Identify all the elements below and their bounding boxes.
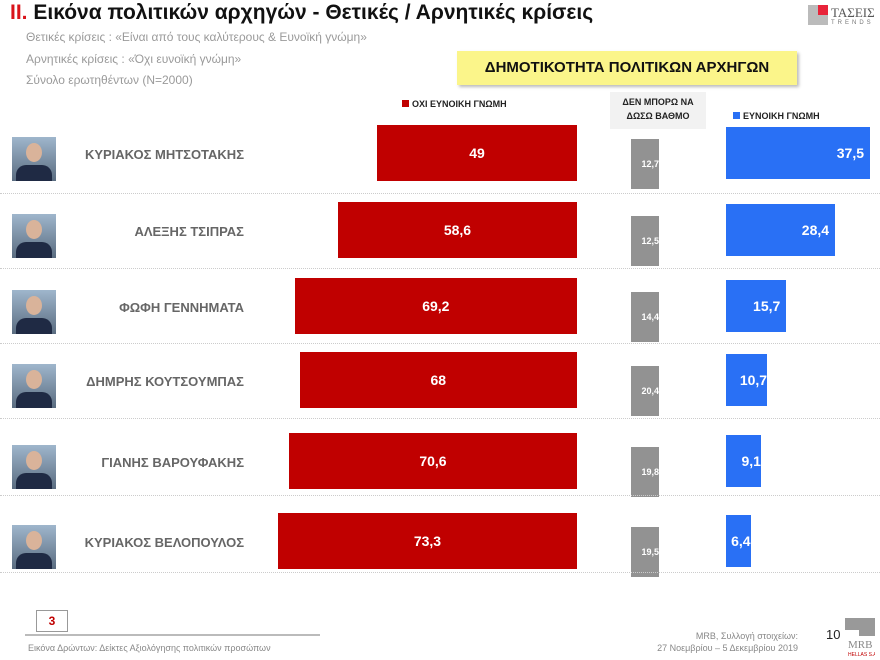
bar-negative: 70,6 bbox=[288, 433, 577, 489]
bar-negative: 73,3 bbox=[277, 513, 577, 569]
leader-name: ΑΛΕΞΗΣ ΤΣΙΠΡΑΣ bbox=[134, 224, 244, 239]
bar-positive: 6,4 bbox=[726, 515, 751, 567]
bar-positive: 28,4 bbox=[726, 204, 836, 256]
leader-name: ΓΙΑΝΗΣ ΒΑΡΟΥΦΑΚΗΣ bbox=[101, 455, 244, 470]
bar-negative: 49 bbox=[377, 125, 577, 181]
legend-negative: ΟΧΙ ΕΥΝΟΙΚΗ ΓΝΩΜΗ bbox=[402, 99, 507, 109]
bar-positive: 9,1 bbox=[726, 435, 761, 487]
taseis-logo: ΤΑΣΕΙΣ TRENDS bbox=[808, 5, 880, 31]
legend-cannot-rate: ΔΕΝ ΜΠΟΡΩ ΝΑ ΔΩΣΩ ΒΑΘΜΟ bbox=[610, 92, 706, 129]
footer-credit: MRB, Συλλογή στοιχείων: 27 Νοεμβρίου – 5 … bbox=[657, 631, 798, 653]
page-title: II. Εικόνα πολιτικών αρχηγών - Θετικές /… bbox=[10, 1, 593, 25]
subtitle-negative: Αρνητικές κρίσεις : «Όχι ευνοϊκή γνώμη» bbox=[26, 52, 242, 66]
bar-cannot-rate: 12,7 bbox=[631, 139, 659, 189]
svg-text:MRB: MRB bbox=[848, 639, 872, 651]
subtitle-sample: Σύνολο ερωτηθέντων (N=2000) bbox=[26, 73, 193, 87]
bar-positive: 15,7 bbox=[726, 280, 787, 332]
title-number: II. bbox=[10, 1, 28, 24]
row-separator bbox=[0, 268, 880, 269]
bar-positive: 10,7 bbox=[726, 354, 768, 406]
row-separator bbox=[0, 495, 880, 496]
svg-text:HELLAS S.A.: HELLAS S.A. bbox=[848, 652, 875, 658]
legend-swatch-blue bbox=[733, 112, 740, 119]
leader-photo bbox=[12, 364, 56, 408]
bar-negative: 69,2 bbox=[294, 278, 577, 334]
leader-name: ΚΥΡΙΑΚΟΣ ΒΕΛΟΠΟΥΛΟΣ bbox=[84, 535, 244, 550]
leader-name: ΔΗΜΡΗΣ ΚΟΥΤΣΟΥΜΠΑΣ bbox=[86, 374, 244, 389]
mrb-logo: MRB HELLAS S.A. bbox=[845, 618, 875, 658]
bar-cannot-rate: 19,5 bbox=[631, 527, 659, 577]
legend-swatch-red bbox=[402, 100, 409, 107]
legend-positive: ΕΥΝΟΙΚΗ ΓΝΩΜΗ bbox=[733, 111, 820, 121]
row-separator bbox=[0, 193, 880, 194]
row-separator bbox=[0, 572, 880, 573]
bar-negative: 68 bbox=[299, 352, 577, 408]
footer-divider bbox=[25, 634, 320, 636]
leader-photo bbox=[12, 214, 56, 258]
bar-cannot-rate: 14,4 bbox=[631, 292, 659, 342]
bar-cannot-rate: 19,8 bbox=[631, 447, 659, 497]
leader-photo bbox=[12, 137, 56, 181]
page-number: 10 bbox=[826, 627, 841, 642]
leader-name: ΚΥΡΙΑΚΟΣ ΜΗΤΣΟΤΑΚΗΣ bbox=[84, 147, 244, 162]
subtitle-positive: Θετικές κρίσεις : «Είναι από τους καλύτε… bbox=[26, 30, 367, 44]
chart-title: ΔΗΜΟΤΙΚΟΤΗΤΑ ΠΟΛΙΤΙΚΩΝ ΑΡΧΗΓΩΝ bbox=[457, 51, 797, 85]
row-separator bbox=[0, 343, 880, 344]
row-separator bbox=[0, 418, 880, 419]
leader-photo bbox=[12, 525, 56, 569]
leader-photo bbox=[12, 445, 56, 489]
title-text: Εικόνα πολιτικών αρχηγών - Θετικές / Αρν… bbox=[33, 1, 594, 24]
section-number: 3 bbox=[36, 610, 68, 632]
bar-cannot-rate: 12,5 bbox=[631, 216, 659, 266]
leader-name: ΦΩΦΗ ΓΕΝΝΗΜΑΤΑ bbox=[119, 300, 244, 315]
footer-source: Εικόνα Δρώντων: Δείκτες Αξιολόγησης πολι… bbox=[28, 643, 271, 653]
bar-cannot-rate: 20,4 bbox=[631, 366, 659, 416]
bar-negative: 58,6 bbox=[337, 202, 577, 258]
leader-photo bbox=[12, 290, 56, 334]
bar-positive: 37,5 bbox=[726, 127, 870, 179]
